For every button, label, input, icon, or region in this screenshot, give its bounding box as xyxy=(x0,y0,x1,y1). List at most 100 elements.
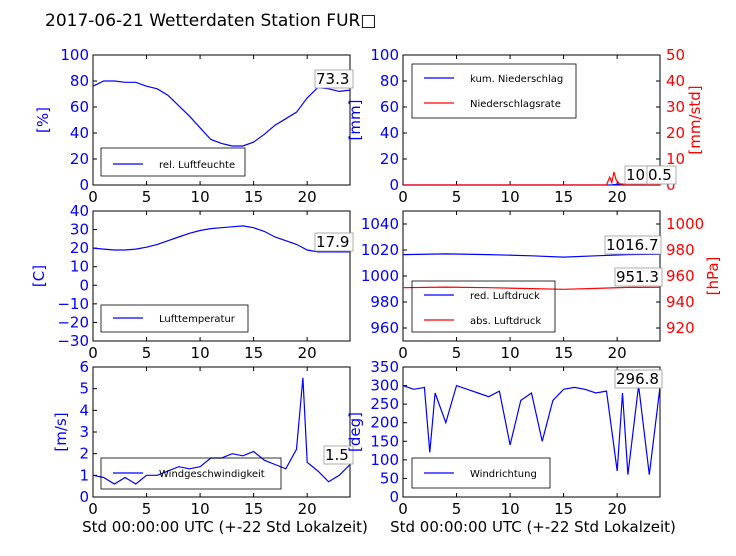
x-tick-label: 5 xyxy=(142,344,152,362)
y2-tick-label: 30 xyxy=(666,98,685,116)
annotation-value: 0.5 xyxy=(648,166,672,184)
y-tick-label: 1 xyxy=(79,466,89,484)
y2-axis-label: [hPa] xyxy=(704,257,722,296)
y-tick-label: 960 xyxy=(370,319,399,337)
plot-area xyxy=(402,54,661,186)
plot-area xyxy=(92,366,351,498)
y-tick-label: 0 xyxy=(389,488,399,506)
panel-luftdruck: 0 5 10 15 20 960 980 1000 1020 1040 920 940 960 980 10… xyxy=(361,210,722,362)
x-tick-label: 20 xyxy=(298,500,317,518)
y-tick-label: 80 xyxy=(70,72,89,90)
x-tick-label: 10 xyxy=(191,344,210,362)
y-tick-label: 1020 xyxy=(361,241,399,259)
panel-rel-luftfeuchte: 0 5 10 15 20 0 20 40 60 80 100 [%] 73.3 rel. Luftfeuc… xyxy=(34,46,354,206)
x-tick-label: 15 xyxy=(244,500,263,518)
y-axis-label: [%] xyxy=(34,107,52,133)
legend-label: rel. Luftfeuchte xyxy=(159,160,235,171)
y2-tick-label: 50 xyxy=(666,46,685,64)
x-tick-label: 20 xyxy=(608,188,627,206)
x-tick-label: 5 xyxy=(452,500,462,518)
y2-tick-label: 960 xyxy=(666,267,695,285)
panel-windrichtung: 0 5 10 15 20050100150200250300350[deg]296.8W… xyxy=(346,358,663,518)
annotation-box xyxy=(604,235,662,255)
series-line-red-luftdruck xyxy=(403,253,660,258)
x-tick-label: 10 xyxy=(191,188,210,206)
y-axis-label: [deg] xyxy=(346,412,364,452)
x-tick-label: 15 xyxy=(554,344,573,362)
y-axis-label: [m/s] xyxy=(52,412,70,451)
legend-label: abs. Luftdruck xyxy=(470,316,541,327)
legend-box xyxy=(411,457,551,489)
y-tick-label: 4 xyxy=(79,401,89,419)
y-tick-label: 150 xyxy=(370,432,399,450)
y2-tick-label: 10 xyxy=(666,150,685,168)
x-tick-label: 0 xyxy=(88,500,98,518)
y-tick-label: 20 xyxy=(70,150,89,168)
y-tick-label: −30 xyxy=(57,332,89,350)
annotation-value: 1.5 xyxy=(325,446,349,464)
y-tick-label: 250 xyxy=(370,395,399,413)
annotation-value: 296.8 xyxy=(616,370,659,388)
y-tick-label: 1040 xyxy=(361,215,399,233)
annotation-value: 73.3 xyxy=(316,70,349,88)
y-tick-label: 100 xyxy=(370,46,399,64)
x-tick-label: 20 xyxy=(298,188,317,206)
annotation-box xyxy=(314,69,354,89)
panel-lufttemperatur: 0 5 10 15 20−30−20−10010203040[C]17.9Lufttem… xyxy=(30,202,354,362)
y2-tick-label: 940 xyxy=(666,293,695,311)
y-tick-label: 40 xyxy=(380,124,399,142)
figure-title: 2017-06-21 Wetterdaten Station FUR□ xyxy=(45,11,376,31)
y-tick-label: 0 xyxy=(79,176,89,194)
y-tick-label: 60 xyxy=(380,98,399,116)
y-tick-label: 50 xyxy=(380,469,399,487)
x-tick-label: 10 xyxy=(501,500,520,518)
legend-label: Niederschlagsrate xyxy=(470,99,561,110)
x-tick-label: 15 xyxy=(244,344,263,362)
y-tick-label: 200 xyxy=(370,414,399,432)
y2-tick-label: 0 xyxy=(666,176,676,194)
y-tick-label: 30 xyxy=(70,221,89,239)
annotation-box xyxy=(614,369,663,389)
x-tick-label: 15 xyxy=(244,188,263,206)
x-tick-label: 5 xyxy=(142,188,152,206)
y-tick-label: 300 xyxy=(370,377,399,395)
annotation-box xyxy=(646,165,677,185)
y-tick-label: 0 xyxy=(389,176,399,194)
y2-axis-label: [mm/std] xyxy=(686,85,704,154)
y-axis-label: [mm] xyxy=(346,100,364,141)
y-tick-label: 5 xyxy=(79,380,89,398)
y-tick-label: 20 xyxy=(70,239,89,257)
annotation-value: 951.3 xyxy=(616,268,659,286)
legend-label: red. Luftdruck xyxy=(470,291,540,302)
legend-label: Lufttemperatur xyxy=(159,314,236,325)
annotation-value: 17.9 xyxy=(316,233,349,251)
x-tick-label: 5 xyxy=(452,188,462,206)
x-tick-label: 0 xyxy=(88,344,98,362)
y-tick-label: 100 xyxy=(60,46,89,64)
y-tick-label: −10 xyxy=(57,295,89,313)
y-tick-label: 0 xyxy=(79,276,89,294)
series-line-windgeschwindigkeit xyxy=(93,377,350,485)
x-axis-label-left: Std 00:00:00 UTC (+-22 Std Lokalzeit) xyxy=(82,518,368,536)
annotation-box xyxy=(614,267,663,287)
y-tick-label: 100 xyxy=(370,451,399,469)
x-tick-label: 20 xyxy=(298,344,317,362)
legend-label: kum. Niederschlag xyxy=(470,74,563,85)
y-tick-label: 80 xyxy=(380,72,399,90)
y-tick-label: 20 xyxy=(380,150,399,168)
x-tick-label: 20 xyxy=(608,344,627,362)
x-tick-label: 10 xyxy=(191,500,210,518)
x-tick-label: 15 xyxy=(554,500,573,518)
annotation-value: 1016.7 xyxy=(606,236,659,254)
legend-box xyxy=(100,147,246,177)
y2-tick-label: 1000 xyxy=(666,215,704,233)
series-line-windrichtung xyxy=(403,384,660,475)
plot-area xyxy=(92,210,351,342)
series-line-abs-luftdruck xyxy=(403,286,660,290)
legend-label: Windgeschwindigkeit xyxy=(159,469,265,480)
y-tick-label: 60 xyxy=(70,98,89,116)
legend-box xyxy=(411,63,577,119)
y-tick-label: 1000 xyxy=(361,267,399,285)
y-tick-label: 40 xyxy=(70,202,89,220)
